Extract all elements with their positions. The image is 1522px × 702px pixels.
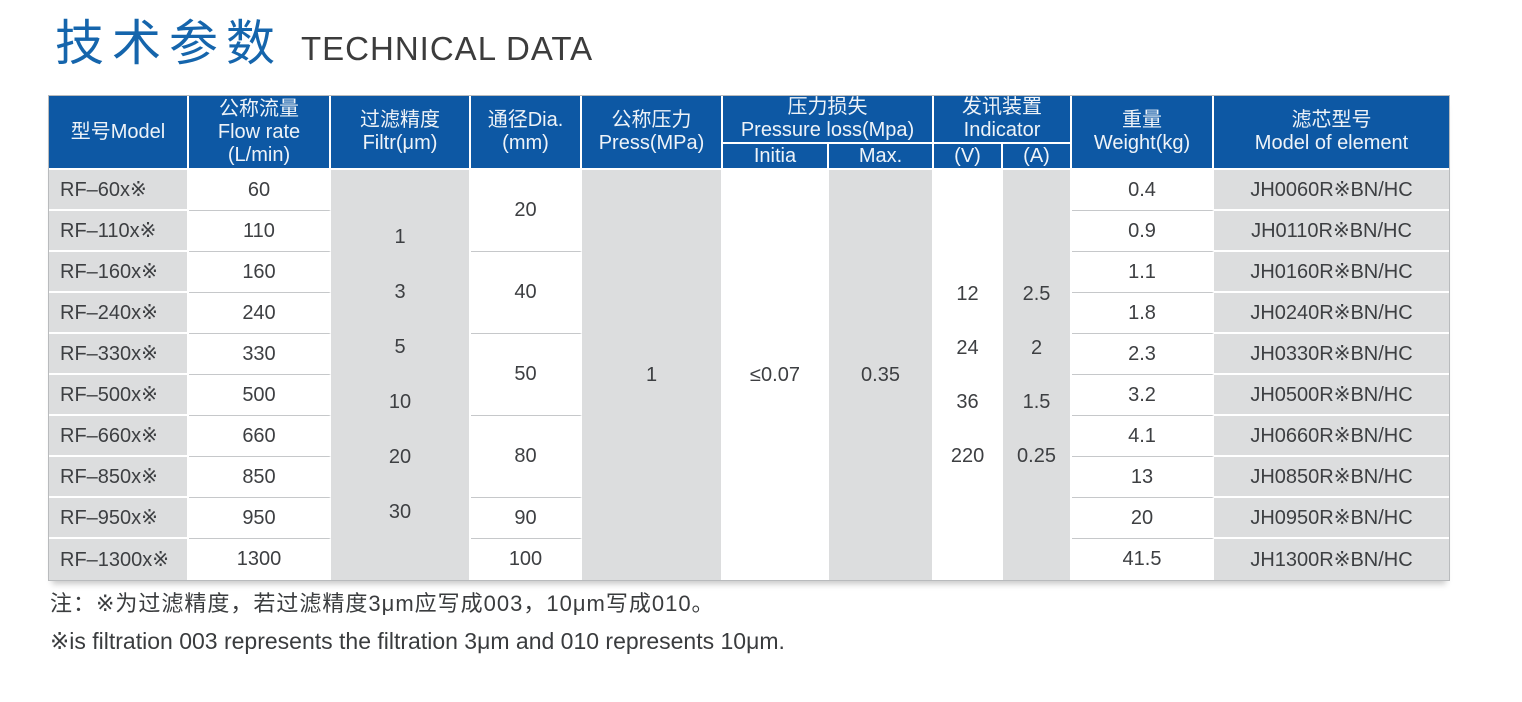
- model-cell: RF–160x※: [49, 252, 189, 293]
- indicator-volt-value: 24: [956, 336, 979, 359]
- flow-cell: 110: [189, 211, 331, 252]
- diameter-cell: 50: [471, 334, 582, 416]
- indicator-amp-value: 2: [1030, 336, 1043, 359]
- indicator-amp-value: 2.5: [1022, 282, 1051, 305]
- header-flow-rate: 公称流量 Flow rate (L/min): [189, 96, 331, 170]
- table-row: RF–240x※ 240 1.8 JH0240R※BN/HC: [49, 293, 1450, 334]
- flow-cell: 950: [189, 498, 331, 539]
- diameter-cell: 20: [471, 170, 582, 252]
- indicator-volt-merged-cell: 12 24 36 220: [934, 170, 1004, 580]
- pressure-loss-initia-cell: ≤0.07: [723, 170, 829, 580]
- page-title-english: TECHNICAL DATA: [301, 30, 594, 67]
- flow-cell: 160: [189, 252, 331, 293]
- header-weight: 重量 Weight(kg): [1072, 96, 1215, 170]
- diameter-cell: 90: [471, 498, 582, 539]
- model-cell: RF–110x※: [49, 211, 189, 252]
- indicator-amp-value: 0.25: [1017, 444, 1056, 467]
- element-cell: JH0060R※BN/HC: [1214, 170, 1450, 211]
- flow-cell: 660: [189, 416, 331, 457]
- header-element-model: 滤芯型号 Model of element: [1214, 96, 1450, 170]
- flow-cell: 330: [189, 334, 331, 375]
- header-pressure-loss-group: 压力损失 Pressure loss(Mpa): [723, 96, 935, 144]
- page-title: 技术参数 TECHNICAL DATA: [55, 16, 593, 72]
- footnotes: 注：※为过滤精度，若过滤精度3μm应写成003，10μm写成010。 ※is f…: [50, 589, 785, 656]
- element-cell: JH0110R※BN/HC: [1214, 211, 1450, 252]
- indicator-amp-merged-cell: 2.5 2 1.5 0.25: [1003, 170, 1073, 580]
- filtration-value: 30: [388, 501, 412, 523]
- filtration-value: 10: [388, 391, 412, 413]
- flow-cell: 240: [189, 293, 331, 334]
- technical-data-table-wrapper: 型号Model 公称流量 Flow rate (L/min) 过滤精度 Filt…: [48, 95, 1451, 581]
- filtration-merged-cell: 1 3 5 10 20 30: [331, 170, 471, 580]
- model-cell: RF–1300x※: [49, 539, 189, 580]
- weight-cell: 0.9: [1072, 211, 1215, 252]
- element-cell: JH0660R※BN/HC: [1214, 416, 1450, 457]
- table-row: RF–500x※ 500 3.2 JH0500R※BN/HC: [49, 375, 1450, 416]
- model-cell: RF–950x※: [49, 498, 189, 539]
- header-filtration: 过滤精度 Filtr(μm): [331, 96, 471, 170]
- diameter-cell: 80: [471, 416, 582, 498]
- filtration-value: 20: [388, 446, 412, 468]
- diameter-cell: 100: [471, 539, 582, 580]
- element-cell: JH0850R※BN/HC: [1214, 457, 1450, 498]
- technical-data-table: 型号Model 公称流量 Flow rate (L/min) 过滤精度 Filt…: [49, 96, 1450, 580]
- element-cell: JH0240R※BN/HC: [1214, 293, 1450, 334]
- table-row: RF–1300x※ 1300 100 41.5 JH1300R※BN/HC: [49, 539, 1450, 580]
- weight-cell: 20: [1072, 498, 1215, 539]
- header-pressure-loss-initia: Initia: [723, 144, 829, 170]
- flow-cell: 1300: [189, 539, 331, 580]
- header-indicator-amp: (A): [1003, 144, 1073, 170]
- element-cell: JH1300R※BN/HC: [1214, 539, 1450, 580]
- model-cell: RF–60x※: [49, 170, 189, 211]
- model-cell: RF–330x※: [49, 334, 189, 375]
- indicator-amp-value: 1.5: [1022, 390, 1051, 413]
- flow-cell: 60: [189, 170, 331, 211]
- header-indicator-group: 发讯装置 Indicator: [934, 96, 1073, 144]
- pressure-loss-max-cell: 0.35: [829, 170, 935, 580]
- table-row: RF–330x※ 330 50 2.3 JH0330R※BN/HC: [49, 334, 1450, 416]
- model-cell: RF–850x※: [49, 457, 189, 498]
- weight-cell: 3.2: [1072, 375, 1215, 416]
- header-model: 型号Model: [49, 96, 189, 170]
- header-pressure-loss-max: Max.: [829, 144, 935, 170]
- table-row: RF–110x※ 110 0.9 JH0110R※BN/HC: [49, 211, 1450, 252]
- page-title-chinese: 技术参数: [55, 17, 284, 71]
- element-cell: JH0500R※BN/HC: [1214, 375, 1450, 416]
- diameter-cell: 40: [471, 252, 582, 334]
- weight-cell: 1.8: [1072, 293, 1215, 334]
- flow-cell: 500: [189, 375, 331, 416]
- weight-cell: 13: [1072, 457, 1215, 498]
- footnote-chinese: 注：※为过滤精度，若过滤精度3μm应写成003，10μm写成010。: [50, 591, 715, 616]
- filtration-value: 3: [394, 281, 406, 303]
- element-cell: JH0330R※BN/HC: [1214, 334, 1450, 375]
- pressure-merged-cell: 1: [582, 170, 723, 580]
- element-cell: JH0950R※BN/HC: [1214, 498, 1450, 539]
- header-indicator-volt: (V): [934, 144, 1004, 170]
- filtration-value: 1: [394, 226, 406, 248]
- header-diameter: 通径Dia. (mm): [471, 96, 582, 170]
- flow-cell: 850: [189, 457, 331, 498]
- table-row: RF–660x※ 660 80 4.1 JH0660R※BN/HC: [49, 416, 1450, 498]
- model-cell: RF–240x※: [49, 293, 189, 334]
- indicator-volt-value: 12: [956, 282, 979, 305]
- table-row: RF–160x※ 160 40 1.1 JH0160R※BN/HC: [49, 252, 1450, 334]
- weight-cell: 0.4: [1072, 170, 1215, 211]
- weight-cell: 41.5: [1072, 539, 1215, 580]
- table-row: RF–950x※ 950 90 20 JH0950R※BN/HC: [49, 498, 1450, 539]
- weight-cell: 4.1: [1072, 416, 1215, 457]
- model-cell: RF–660x※: [49, 416, 189, 457]
- weight-cell: 2.3: [1072, 334, 1215, 375]
- footnote-english: ※is filtration 003 represents the filtra…: [50, 628, 785, 654]
- element-cell: JH0160R※BN/HC: [1214, 252, 1450, 293]
- filtration-value: 5: [394, 336, 406, 358]
- indicator-volt-value: 36: [956, 390, 979, 413]
- weight-cell: 1.1: [1072, 252, 1215, 293]
- table-row: RF–850x※ 850 13 JH0850R※BN/HC: [49, 457, 1450, 498]
- model-cell: RF–500x※: [49, 375, 189, 416]
- header-pressure: 公称压力 Press(MPa): [582, 96, 723, 170]
- table-row: RF–60x※ 60 1 3 5 10 20 30 20 1: [49, 170, 1450, 580]
- indicator-volt-value: 220: [950, 444, 985, 467]
